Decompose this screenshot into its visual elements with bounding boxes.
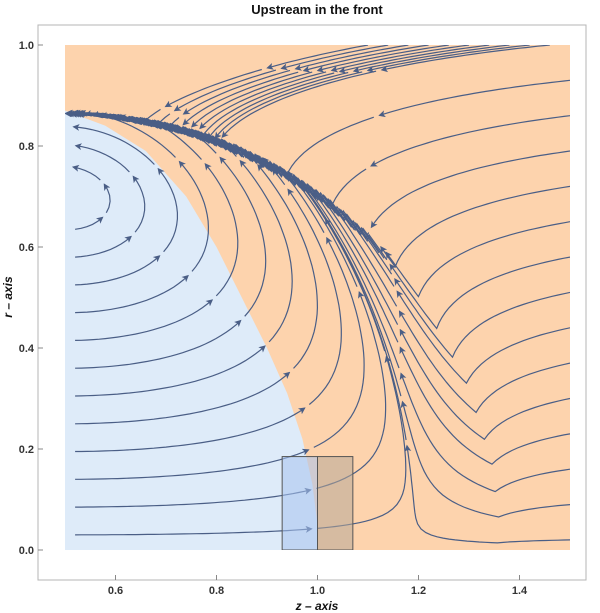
streamline [76,109,202,160]
y-axis-ticks: 0.0 0.2 0.4 0.6 0.8 1.0 [19,40,43,557]
streamline [380,45,550,73]
streamline [352,45,510,74]
streamline [75,487,312,508]
streamline [74,143,130,173]
streamline [246,151,370,240]
x-axis-ticks: 0.6 0.8 1.0 1.2 1.4 [108,575,528,597]
y-tick-label: 0.4 [19,343,35,355]
streamline [75,407,306,453]
streamline [399,346,570,465]
streamlines [65,45,570,544]
x-tick-label: 1.2 [411,585,426,597]
y-tick-label: 0.2 [19,444,34,456]
streamline [399,372,570,493]
streamline [338,45,490,74]
streamline [389,256,570,330]
highlight-boxes [281,456,354,550]
x-tick-label: 1.0 [310,585,325,597]
streamline [370,115,570,167]
streamline [239,159,293,343]
streamline [200,72,335,140]
streamline [75,345,266,397]
chart-title: Upstream in the front [251,2,383,17]
streamline [75,274,189,314]
highlight-box [281,456,318,550]
streamline [65,109,176,158]
streamline [253,156,380,254]
streamline [75,525,313,536]
y-tick-label: 0.8 [19,141,34,153]
streamline [190,71,313,128]
streamline [313,236,365,448]
streamline [294,45,409,71]
streamline [316,45,449,73]
streamline [317,355,407,529]
highlight-box [317,456,354,550]
inner-vortex-region [65,110,318,550]
x-axis-label: z – axis [295,599,339,613]
streamline [75,255,161,286]
streamline [132,175,146,233]
y-tick-label: 0.0 [19,545,34,557]
streamline [380,185,570,269]
streamline [182,69,291,115]
streamline [75,216,104,230]
streamline [394,278,570,359]
streamline [75,299,214,341]
y-tick-label: 0.6 [19,242,34,254]
streamline [75,319,242,369]
streamline [75,371,291,425]
streamline [75,448,310,480]
streamline [157,167,178,253]
streamline [398,310,570,414]
streamline [214,71,363,140]
plot-frame [37,24,587,581]
streamline [103,183,111,214]
streamline [385,221,570,298]
streamline [182,71,299,126]
streamline [207,71,349,140]
streamline [280,45,389,71]
streamline [221,70,377,139]
y-axis-label: r – axis [1,276,15,318]
streamline [400,400,570,518]
streamline [330,45,470,73]
streamline [219,156,267,317]
streamline [378,79,570,118]
x-tick-label: 0.8 [209,585,224,597]
streamline [173,69,277,112]
streamline [164,68,262,108]
x-tick-label: 1.4 [512,585,528,597]
streamline [204,163,239,297]
streamline [287,188,342,405]
streamline [302,45,429,73]
streamline [396,290,570,385]
streamline [199,71,327,130]
streamline [178,160,210,272]
streamline [266,45,369,70]
x-tick-label: 0.6 [108,585,123,597]
y-tick-label: 1.0 [19,40,34,52]
streamline [399,328,570,441]
streamline [71,164,101,181]
streamline [178,126,325,233]
streamline [72,123,155,165]
streamline [75,235,132,258]
streamline [366,45,530,73]
streamline [404,444,570,544]
streamline [257,164,319,369]
streamline [78,110,220,145]
streamline [370,150,570,229]
